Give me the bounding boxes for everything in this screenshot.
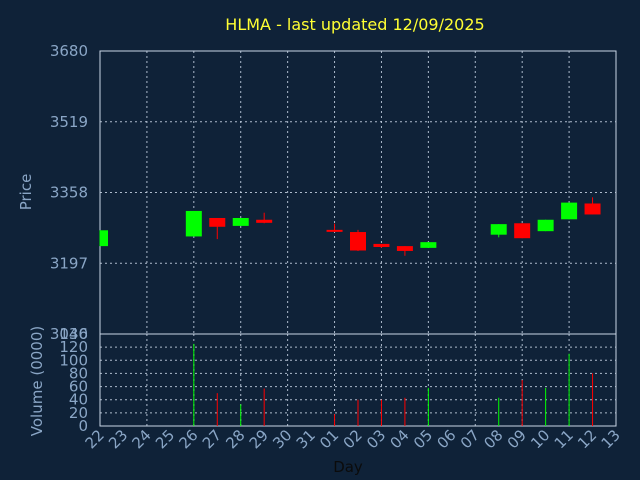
candle-body: [100, 230, 108, 247]
volume-axis-label: Volume (0000): [28, 326, 46, 436]
volume-tick-label: 80: [69, 364, 88, 382]
price-tick-label: 3036: [50, 325, 88, 343]
candle-body: [514, 223, 531, 239]
candle-body: [561, 202, 578, 220]
candle-body: [373, 243, 390, 247]
volume-tick-label: 100: [59, 351, 88, 369]
price-panel: 3036 3197 3358 3519 3680: [50, 42, 617, 343]
price-tick-label: 3197: [50, 254, 88, 272]
candle-body: [584, 203, 601, 215]
chart-title: HLMA - last updated 12/09/2025: [225, 15, 484, 34]
price-tick-label: 3680: [50, 42, 88, 60]
candle-body: [396, 246, 413, 251]
volume-tick-label: 0: [78, 417, 88, 435]
candle-body: [490, 224, 507, 235]
candle-body: [232, 217, 249, 226]
candle-body: [420, 242, 437, 248]
candle-body: [350, 232, 366, 251]
volume-tick-label: 20: [69, 404, 88, 422]
price-tick-label: 3358: [50, 184, 88, 202]
volume-tick-label: 120: [59, 338, 88, 356]
candle-body: [537, 219, 554, 232]
volume-tick-label: 60: [69, 378, 88, 396]
volume-tick-label: 40: [69, 391, 88, 409]
candle-body: [256, 219, 273, 223]
candle-body: [185, 210, 202, 237]
volume-tick-label: 140: [59, 325, 88, 343]
price-axis-label: Price: [17, 174, 35, 211]
candle-body: [209, 217, 226, 227]
x-axis-label: Day: [333, 458, 363, 476]
candle-body: [326, 229, 343, 232]
price-tick-label: 3519: [50, 113, 88, 131]
